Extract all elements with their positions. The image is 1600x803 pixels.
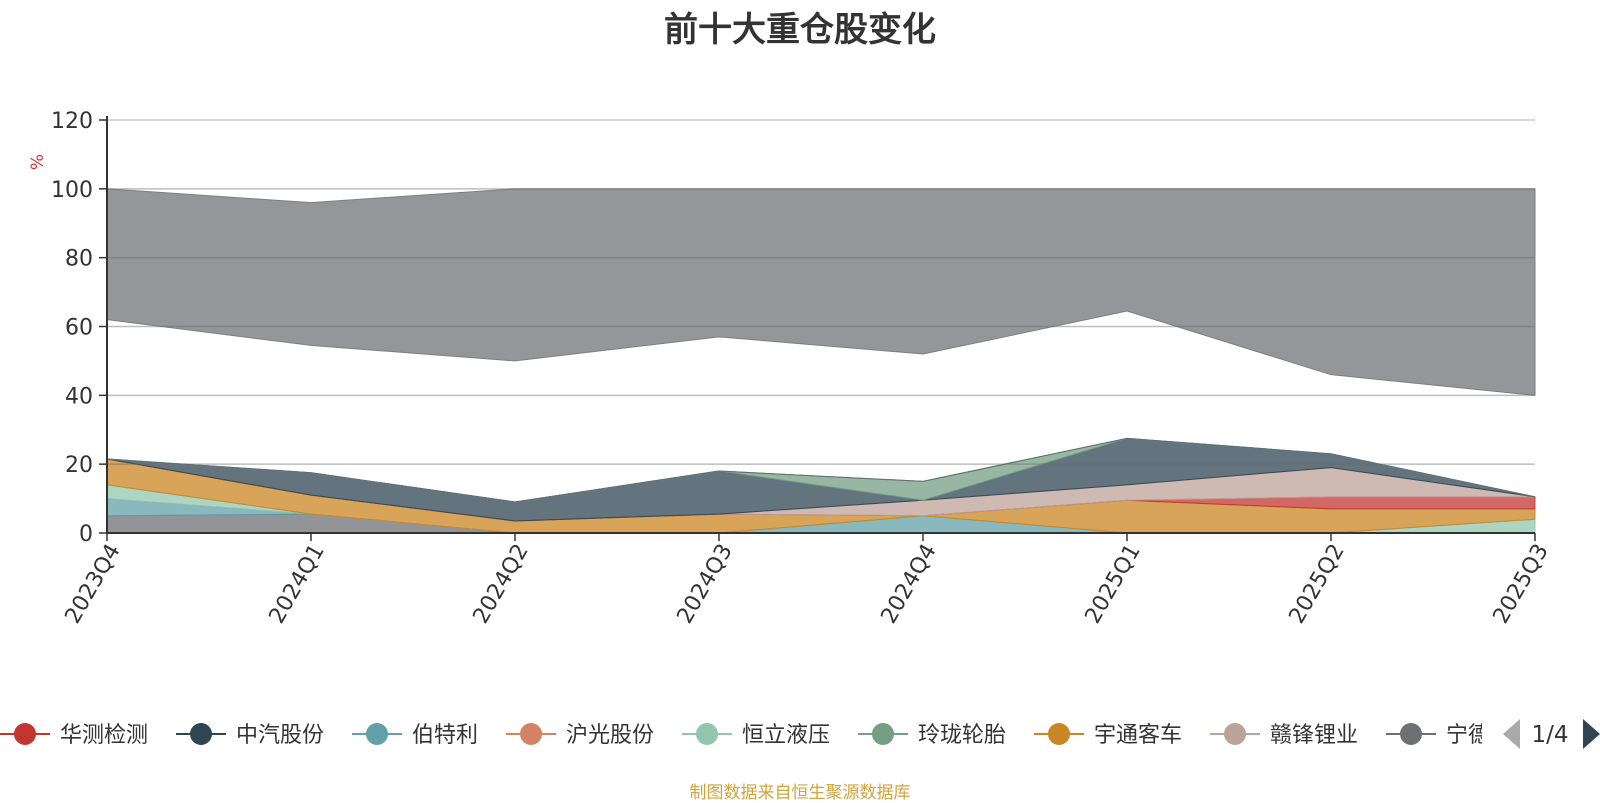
legend-label: 宁德时代 [1446, 723, 1534, 748]
y-tick-label: 60 [65, 316, 93, 341]
legend-marker-icon [1400, 723, 1422, 745]
legend-marker-icon [696, 723, 718, 745]
legend-item[interactable]: 中汽股份 [176, 723, 324, 748]
x-tick-label: 2024Q3 [673, 540, 738, 628]
legend-item[interactable]: 伯特利 [352, 723, 478, 748]
legend-label: 玲珑轮胎 [918, 723, 1006, 748]
legend-next-page-icon[interactable] [1583, 719, 1600, 749]
x-tick-label: 2025Q1 [1081, 540, 1146, 628]
legend-marker-icon [520, 723, 542, 745]
area-series-10 [106, 437, 1536, 503]
x-tick-label: 2025Q2 [1285, 540, 1350, 628]
chart-title: 前十大重仓股变化 [664, 10, 936, 50]
legend-marker-icon [190, 723, 212, 745]
legend-label: 恒立液压 [742, 723, 830, 748]
y-tick-label: 120 [51, 109, 93, 134]
x-tick-label: 2024Q1 [265, 540, 330, 628]
legend-page-indicator: 1/4 [1531, 722, 1568, 748]
y-axis-unit-label: % [28, 154, 48, 170]
legend-label: 伯特利 [412, 723, 478, 748]
x-tick-label: 2024Q2 [469, 540, 534, 628]
x-tick-label: 2025Q3 [1489, 540, 1554, 628]
x-tick-label: 2023Q4 [61, 540, 126, 628]
legend-marker-icon [1224, 723, 1246, 745]
y-tick-label: 80 [65, 247, 93, 272]
legend-label: 华测检测 [60, 723, 148, 748]
legend-item[interactable]: 恒立液压 [682, 723, 830, 748]
legend-marker-icon [1048, 723, 1070, 745]
source-note: 制图数据来自恒生聚源数据库 [689, 783, 911, 803]
chart-gridlines [107, 119, 1535, 465]
legend-label: 中汽股份 [236, 723, 324, 748]
legend-item[interactable]: 华测检测 [0, 723, 148, 748]
y-tick-label: 100 [51, 178, 93, 203]
y-tick-label: 20 [65, 453, 93, 478]
legend-item[interactable]: 赣锋锂业 [1210, 723, 1358, 748]
legend-marker-icon [366, 723, 388, 745]
legend-label: 赣锋锂业 [1270, 723, 1358, 748]
legend-item[interactable]: 宁德时代 [1386, 723, 1534, 748]
y-tick-label: 40 [65, 384, 93, 409]
legend-item[interactable]: 宇通客车 [1034, 723, 1182, 748]
legend: 华测检测 中汽股份 伯特利 沪光股份 恒立液压 玲珑轮胎 宇通客车 赣锋锂业 宁德时代 [0, 723, 1534, 748]
legend-marker-icon [14, 723, 36, 745]
legend-item[interactable]: 玲珑轮胎 [858, 723, 1006, 748]
legend-prev-page-icon[interactable] [1503, 719, 1520, 749]
x-tick-label: 2024Q4 [877, 540, 942, 628]
legend-pager: 1/4 [1503, 719, 1600, 749]
legend-marker-icon [872, 723, 894, 745]
y-tick-label: 0 [79, 522, 93, 547]
legend-item[interactable]: 沪光股份 [506, 723, 654, 748]
chart-areas [106, 188, 1536, 534]
area-band-1 [106, 188, 1536, 396]
legend-label: 宇通客车 [1094, 723, 1182, 748]
legend-label: 沪光股份 [566, 723, 654, 748]
